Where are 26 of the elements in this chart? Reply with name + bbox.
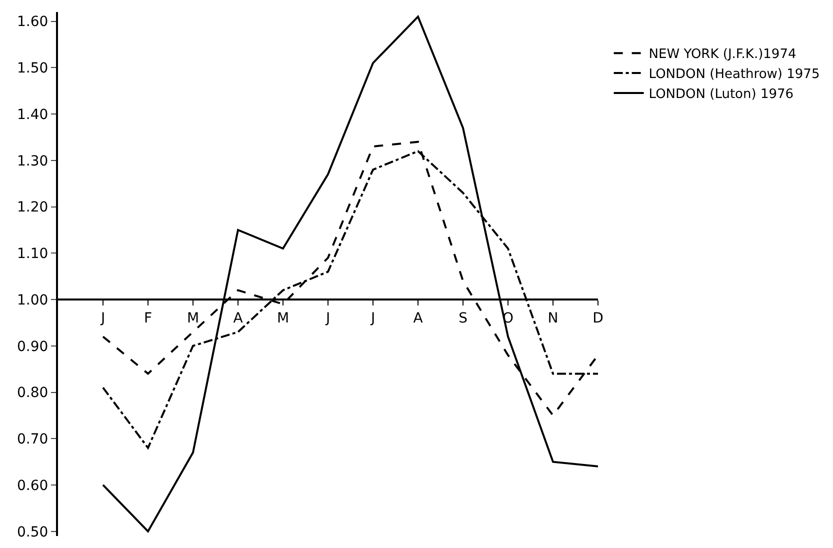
legend-label: LONDON (Luton) 1976 <box>648 87 794 102</box>
x-tick-label: J <box>370 310 376 326</box>
x-tick-label: J <box>324 310 330 326</box>
x-tick-label: D <box>592 310 604 326</box>
y-tick-label: 0.80 <box>17 385 48 402</box>
y-tick-label: 1.00 <box>17 292 48 308</box>
x-tick-label: M <box>186 310 200 326</box>
x-tick-label: N <box>548 310 558 326</box>
y-tick-label: 0.50 <box>17 524 48 540</box>
x-tick-label: S <box>458 310 468 326</box>
x-tick-label: A <box>233 310 244 326</box>
y-tick-label: 1.30 <box>17 153 48 170</box>
y-tick-label: 0.60 <box>17 478 48 494</box>
y-tick-label: 1.60 <box>17 14 48 30</box>
x-tick-label: J <box>100 310 106 326</box>
legend-label: NEW YORK (J.F.K.)1974 <box>648 47 796 62</box>
x-tick-label: M <box>276 310 290 326</box>
y-tick-label: 0.90 <box>17 338 48 355</box>
y-tick-label: 1.20 <box>17 200 48 216</box>
y-tick-label: 0.70 <box>17 432 48 448</box>
x-tick-label: A <box>413 310 424 326</box>
legend-label: LONDON (Heathrow) 1975 <box>648 67 820 82</box>
x-tick-label: F <box>144 310 152 326</box>
y-tick-label: 1.10 <box>17 246 48 262</box>
y-tick-label: 1.50 <box>17 60 48 77</box>
y-tick-label: 1.40 <box>17 106 48 123</box>
